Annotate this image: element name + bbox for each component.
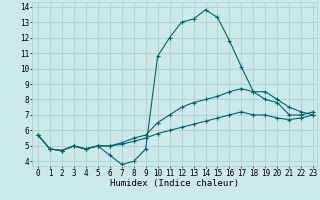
X-axis label: Humidex (Indice chaleur): Humidex (Indice chaleur) [110,179,239,188]
